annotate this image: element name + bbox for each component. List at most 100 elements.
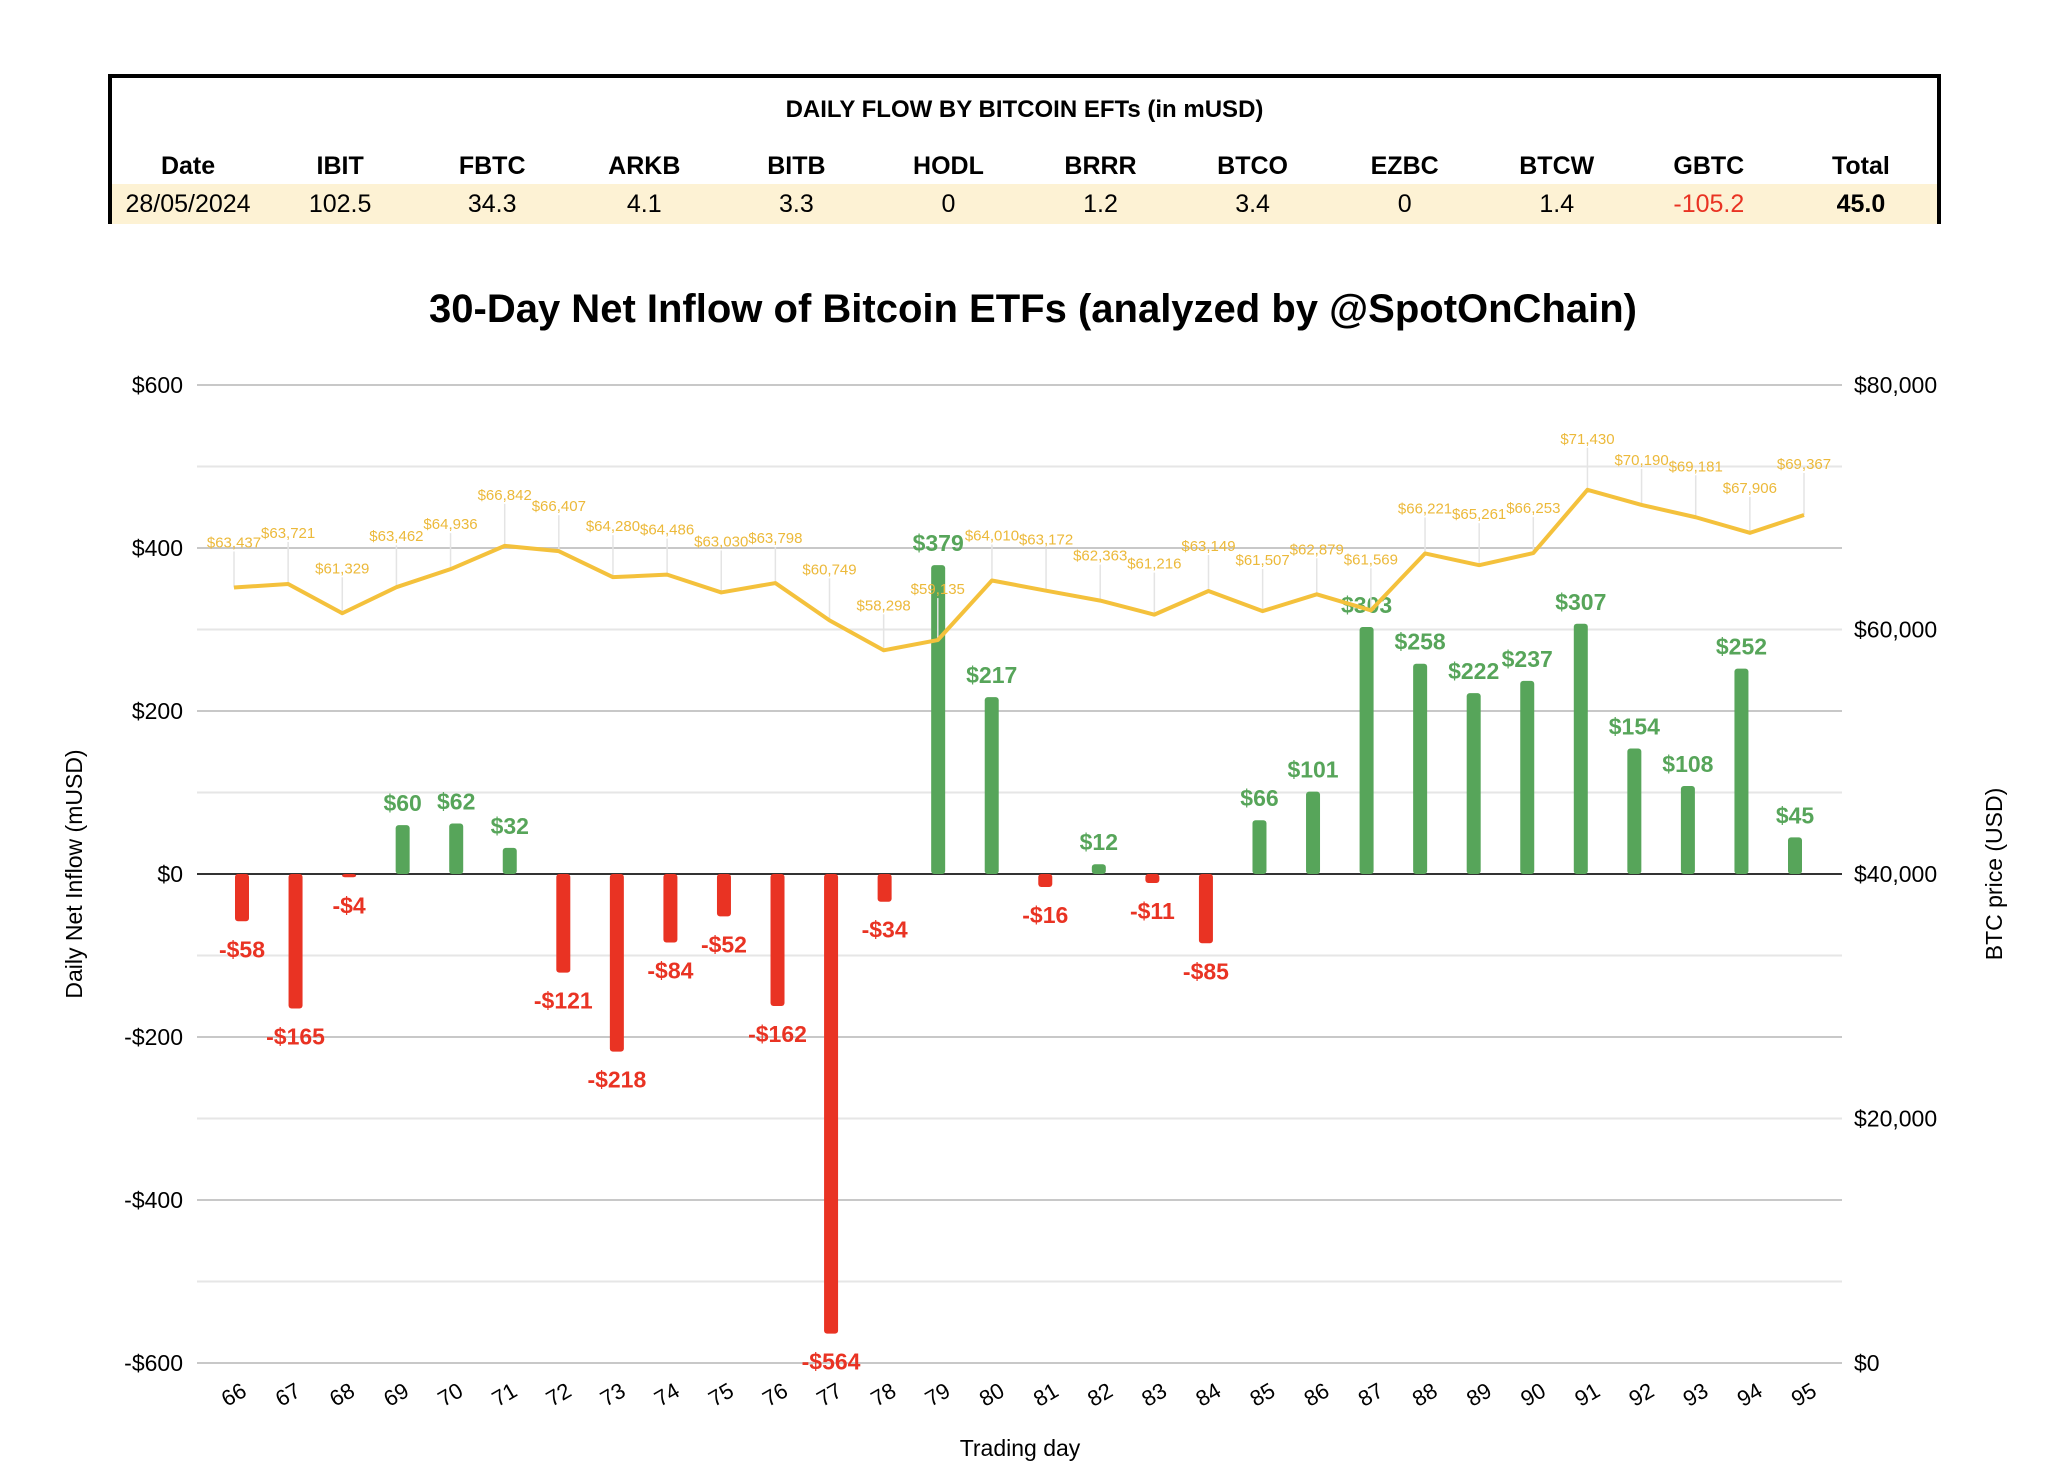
price-label: $71,430 — [1560, 431, 1614, 448]
bar-value-label: $101 — [1287, 757, 1338, 783]
x-tick-label: 87 — [1354, 1378, 1388, 1412]
bar — [716, 874, 731, 917]
bar-value-label: $32 — [491, 813, 529, 839]
bar-value-label: -$218 — [587, 1067, 646, 1093]
bar — [1466, 693, 1481, 874]
price-label: $62,879 — [1290, 541, 1344, 558]
bar-value-label: -$58 — [219, 936, 265, 962]
bar-value-label: $217 — [966, 662, 1017, 688]
x-tick-label: 90 — [1516, 1378, 1550, 1412]
bar-value-label: -$16 — [1022, 902, 1068, 928]
y2-tick-label: $40,000 — [1854, 861, 1937, 887]
bar — [770, 874, 785, 1007]
x-tick-label: 88 — [1408, 1378, 1442, 1412]
bar — [1413, 663, 1428, 874]
bar-value-label: $258 — [1395, 629, 1446, 655]
x-tick-label: 78 — [867, 1378, 901, 1412]
y2-tick-label: $20,000 — [1854, 1106, 1937, 1132]
x-tick-label: 93 — [1679, 1378, 1713, 1412]
price-label: $67,906 — [1723, 480, 1777, 497]
price-label: $70,190 — [1614, 452, 1668, 469]
column-header: Date — [160, 152, 216, 180]
price-label: $61,507 — [1236, 552, 1290, 569]
table-cell: 1.4 — [1539, 190, 1575, 218]
bar — [877, 874, 892, 902]
price-label: $64,486 — [640, 522, 694, 539]
table-header-row: Date IBIT FBTC ARKB BITB HODL BRRR BTCO EZBC BTCW… — [112, 152, 1937, 181]
table-cell: 0 — [941, 190, 956, 218]
bar — [556, 874, 571, 973]
x-tick-label: 66 — [217, 1378, 251, 1412]
x-tick-label: 76 — [758, 1378, 792, 1412]
price-label: $69,367 — [1777, 456, 1831, 473]
x-tick-label: 86 — [1300, 1378, 1334, 1412]
price-label: $66,221 — [1398, 500, 1452, 517]
bar — [1091, 864, 1106, 874]
x-tick-label: 79 — [921, 1378, 955, 1412]
column-header: BTCO — [1217, 152, 1288, 180]
x-tick-label: 77 — [812, 1378, 846, 1412]
x-tick-label: 69 — [379, 1378, 413, 1412]
table-title: DAILY FLOW BY BITCOIN EFTs (in mUSD) — [785, 96, 1264, 123]
x-tick-label: 89 — [1462, 1378, 1496, 1412]
table-cell: 1.2 — [1083, 190, 1118, 218]
bar-value-label: $154 — [1609, 713, 1660, 739]
bar-value-label: $222 — [1448, 658, 1499, 684]
price-label: $61,329 — [315, 560, 369, 577]
y2-axis-label: BTC price (USD) — [1981, 788, 2007, 961]
bar — [609, 874, 624, 1052]
bar — [663, 874, 678, 943]
bar-value-label: -$121 — [534, 988, 593, 1014]
price-label: $64,010 — [965, 527, 1019, 544]
bar — [1573, 623, 1588, 874]
bar — [1680, 785, 1695, 874]
column-header: BTCW — [1519, 152, 1595, 180]
x-tick-label: 68 — [325, 1378, 359, 1412]
table-cell: 34.3 — [467, 190, 517, 218]
bar — [1038, 874, 1053, 888]
bar — [1145, 874, 1160, 883]
bar — [1734, 668, 1749, 874]
bar — [824, 874, 839, 1334]
bar-value-label: $252 — [1716, 634, 1767, 660]
bar-value-label: $307 — [1555, 589, 1606, 615]
table-row: 28/05/2024 102.5 34.3 4.1 3.3 0 1.2 3.4 0 1.4 -105… — [112, 184, 1937, 224]
price-label: $64,936 — [423, 516, 477, 533]
price-label: $66,253 — [1506, 500, 1560, 517]
x-axis-label: Trading day — [960, 1435, 1081, 1461]
bar-value-label: $62 — [437, 788, 475, 814]
bar-value-label: $108 — [1662, 751, 1713, 777]
price-label: $63,798 — [748, 530, 802, 547]
x-tick-label: 81 — [1029, 1378, 1063, 1412]
price-label: $63,030 — [694, 533, 748, 550]
table-cell: 28/05/2024 — [125, 190, 251, 218]
y-tick-label: $0 — [157, 861, 183, 887]
column-header: ARKB — [608, 152, 681, 180]
price-label: $64,280 — [586, 518, 640, 535]
bar-value-label: -$11 — [1130, 898, 1175, 924]
bar-value-label: -$85 — [1183, 958, 1229, 984]
x-tick-label: 95 — [1787, 1378, 1821, 1412]
price-label: $63,721 — [261, 525, 315, 542]
bar-value-label: $12 — [1080, 829, 1118, 855]
column-header: EZBC — [1370, 152, 1439, 180]
x-tick-label: 73 — [596, 1378, 630, 1412]
y2-tick-label: $80,000 — [1854, 372, 1937, 398]
price-label: $63,149 — [1181, 538, 1235, 555]
column-header: BRRR — [1064, 152, 1137, 180]
btc-price-line — [233, 487, 1805, 653]
table-cell: -105.2 — [1673, 190, 1745, 218]
price-label: $69,181 — [1669, 458, 1723, 475]
price-label: $65,261 — [1452, 506, 1506, 523]
price-label: $63,172 — [1019, 532, 1073, 549]
table-cell: 45.0 — [1836, 190, 1886, 218]
price-label: $61,569 — [1344, 551, 1398, 568]
bar — [984, 697, 999, 874]
bar-value-label: $60 — [383, 790, 421, 816]
bar — [502, 847, 517, 874]
y-tick-label: $600 — [132, 372, 183, 398]
y-tick-label: $400 — [132, 535, 183, 561]
x-tick-label: 92 — [1624, 1378, 1658, 1412]
y-tick-label: -$400 — [124, 1187, 183, 1213]
